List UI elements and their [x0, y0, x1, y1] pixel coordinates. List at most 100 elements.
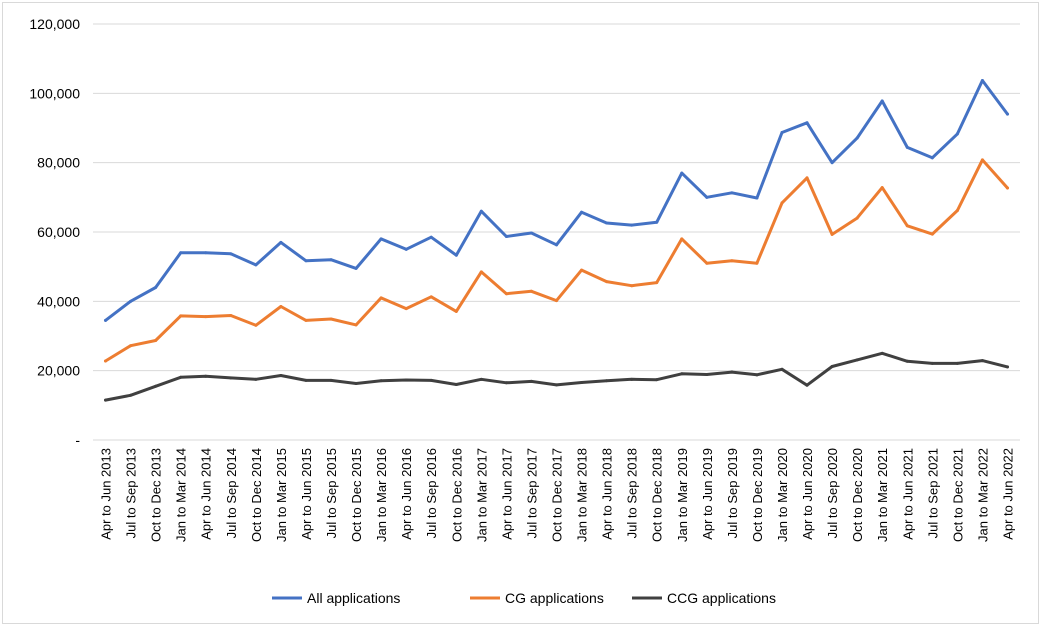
data-point-all-applications: [304, 259, 308, 263]
data-point-ccg-applications: [254, 377, 258, 381]
data-point-cg-applications: [429, 295, 433, 299]
data-point-all-applications: [429, 235, 433, 239]
data-point-ccg-applications: [479, 377, 483, 381]
x-tick-label: Jul to Sep 2021: [925, 448, 940, 538]
data-point-all-applications: [204, 251, 208, 255]
x-tick-label: Jan to Mar 2016: [374, 448, 389, 542]
x-tick-label: Jan to Mar 2019: [675, 448, 690, 542]
x-tick-label: Jan to Mar 2018: [575, 448, 590, 542]
data-point-ccg-applications: [229, 376, 233, 380]
x-axis: Apr to Jun 2013 Jul to Sep 2013 Oct to Dec…: [99, 448, 1016, 542]
data-point-ccg-applications: [429, 378, 433, 382]
series-lines: [104, 79, 1009, 402]
legend-label-ccg-applications: CCG applications: [667, 590, 776, 606]
data-point-all-applications: [129, 299, 133, 303]
x-tick-label: Jan to Mar 2015: [274, 448, 289, 542]
data-point-ccg-applications: [454, 383, 458, 387]
data-point-all-applications: [780, 131, 784, 135]
x-tick-label: Apr to Jun 2017: [499, 448, 514, 540]
data-point-cg-applications: [204, 315, 208, 319]
x-tick-label: Jan to Mar 2021: [875, 448, 890, 542]
data-point-ccg-applications: [379, 379, 383, 383]
data-point-cg-applications: [755, 261, 759, 265]
gridlines: [93, 23, 1020, 441]
data-point-all-applications: [705, 195, 709, 199]
data-point-ccg-applications: [580, 380, 584, 384]
x-tick-label: Oct to Dec 2014: [249, 448, 264, 542]
x-tick-label: Jan to Mar 2020: [775, 448, 790, 542]
data-point-cg-applications: [955, 209, 959, 213]
data-point-cg-applications: [1005, 186, 1009, 190]
data-point-all-applications: [179, 251, 183, 255]
data-point-cg-applications: [930, 232, 934, 236]
data-point-ccg-applications: [630, 377, 634, 381]
x-tick-label: Jul to Sep 2013: [124, 448, 139, 538]
y-tick-label: 120,000: [29, 16, 80, 32]
data-point-ccg-applications: [830, 365, 834, 369]
data-point-cg-applications: [780, 201, 784, 205]
data-point-ccg-applications: [605, 379, 609, 383]
y-tick-label: 100,000: [29, 85, 80, 101]
data-point-all-applications: [254, 263, 258, 267]
data-point-all-applications: [580, 210, 584, 214]
data-point-cg-applications: [129, 344, 133, 348]
x-tick-label: Oct to Dec 2016: [449, 448, 464, 542]
x-tick-label: Apr to Jun 2020: [800, 448, 815, 540]
series-line-cg-applications: [104, 158, 1009, 363]
data-point-cg-applications: [179, 314, 183, 318]
data-point-ccg-applications: [179, 375, 183, 379]
data-point-cg-applications: [279, 305, 283, 309]
data-point-cg-applications: [354, 323, 358, 327]
data-point-ccg-applications: [680, 372, 684, 376]
data-point-cg-applications: [880, 186, 884, 190]
data-point-ccg-applications: [905, 359, 909, 363]
data-point-ccg-applications: [705, 372, 709, 376]
x-tick-label: Apr to Jun 2018: [600, 448, 615, 540]
data-point-all-applications: [104, 318, 108, 322]
data-point-ccg-applications: [404, 378, 408, 382]
x-tick-label: Jan to Mar 2014: [174, 448, 189, 542]
data-point-all-applications: [905, 145, 909, 149]
x-tick-label: Oct to Dec 2018: [650, 448, 665, 542]
data-point-cg-applications: [329, 317, 333, 321]
data-point-ccg-applications: [955, 361, 959, 365]
data-point-all-applications: [279, 240, 283, 244]
legend: All applications CG applications CCG appli…: [272, 590, 776, 606]
x-tick-label: Oct to Dec 2015: [349, 448, 364, 542]
x-tick-label: Jul to Sep 2020: [825, 448, 840, 538]
x-tick-label: Oct to Dec 2019: [750, 448, 765, 542]
data-point-all-applications: [379, 237, 383, 241]
x-tick-label: Oct to Dec 2021: [950, 448, 965, 542]
data-point-cg-applications: [580, 268, 584, 272]
data-point-all-applications: [855, 136, 859, 140]
data-point-all-applications: [755, 196, 759, 200]
data-point-cg-applications: [304, 318, 308, 322]
data-point-all-applications: [504, 235, 508, 239]
data-point-all-applications: [655, 220, 659, 224]
data-point-ccg-applications: [755, 373, 759, 377]
data-point-ccg-applications: [329, 378, 333, 382]
x-tick-label: Oct to Dec 2013: [149, 448, 164, 542]
x-tick-label: Jul to Sep 2016: [424, 448, 439, 538]
data-point-all-applications: [479, 209, 483, 213]
data-point-cg-applications: [504, 292, 508, 296]
data-point-cg-applications: [630, 284, 634, 288]
data-point-ccg-applications: [730, 370, 734, 374]
data-point-cg-applications: [479, 270, 483, 274]
data-point-cg-applications: [404, 307, 408, 311]
y-tick-label: 20,000: [37, 363, 80, 379]
x-tick-label: Jul to Sep 2019: [725, 448, 740, 538]
data-point-cg-applications: [454, 309, 458, 313]
series-line-ccg-applications: [104, 351, 1009, 402]
data-point-cg-applications: [154, 339, 158, 343]
data-point-cg-applications: [655, 281, 659, 285]
data-point-all-applications: [630, 223, 634, 227]
data-point-cg-applications: [730, 259, 734, 263]
x-tick-label: Jul to Sep 2018: [625, 448, 640, 538]
legend-label-all-applications: All applications: [307, 590, 400, 606]
x-tick-label: Jul to Sep 2014: [224, 448, 239, 538]
x-tick-label: Oct to Dec 2020: [850, 448, 865, 542]
x-tick-label: Apr to Jun 2014: [199, 448, 214, 540]
